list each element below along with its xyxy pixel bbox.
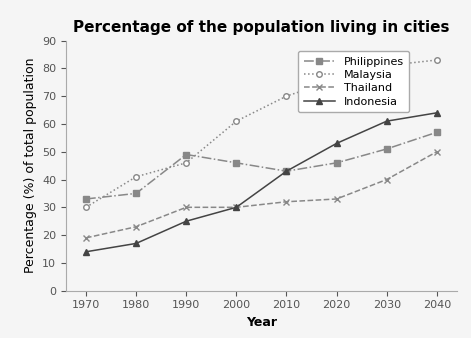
Philippines — [133, 191, 139, 195]
Indonesia — [234, 205, 239, 209]
Indonesia — [384, 119, 390, 123]
Line: Indonesia: Indonesia — [82, 110, 440, 255]
Title: Percentage of the population living in cities: Percentage of the population living in c… — [73, 20, 450, 35]
Indonesia — [183, 219, 189, 223]
X-axis label: Year: Year — [246, 316, 277, 329]
Philippines — [83, 197, 89, 201]
Philippines — [234, 161, 239, 165]
Philippines — [284, 169, 289, 173]
Line: Philippines: Philippines — [83, 129, 439, 202]
Indonesia — [334, 141, 340, 145]
Malaysia — [83, 205, 89, 209]
Thailand — [133, 225, 139, 229]
Thailand — [83, 236, 89, 240]
Indonesia — [284, 169, 289, 173]
Malaysia — [284, 94, 289, 98]
Thailand — [384, 177, 390, 182]
Legend: Philippines, Malaysia, Thailand, Indonesia: Philippines, Malaysia, Thailand, Indones… — [298, 51, 409, 112]
Malaysia — [334, 77, 340, 81]
Malaysia — [133, 175, 139, 179]
Malaysia — [183, 161, 189, 165]
Malaysia — [434, 58, 439, 62]
Indonesia — [434, 111, 439, 115]
Philippines — [334, 161, 340, 165]
Y-axis label: Percentage (%) of total population: Percentage (%) of total population — [24, 58, 37, 273]
Malaysia — [234, 119, 239, 123]
Indonesia — [83, 250, 89, 254]
Thailand — [434, 150, 439, 154]
Indonesia — [133, 241, 139, 245]
Thailand — [284, 200, 289, 204]
Line: Malaysia: Malaysia — [83, 57, 439, 210]
Philippines — [384, 147, 390, 151]
Philippines — [183, 152, 189, 156]
Thailand — [183, 205, 189, 209]
Thailand — [334, 197, 340, 201]
Thailand — [234, 205, 239, 209]
Malaysia — [384, 64, 390, 68]
Line: Thailand: Thailand — [82, 148, 440, 241]
Philippines — [434, 130, 439, 134]
